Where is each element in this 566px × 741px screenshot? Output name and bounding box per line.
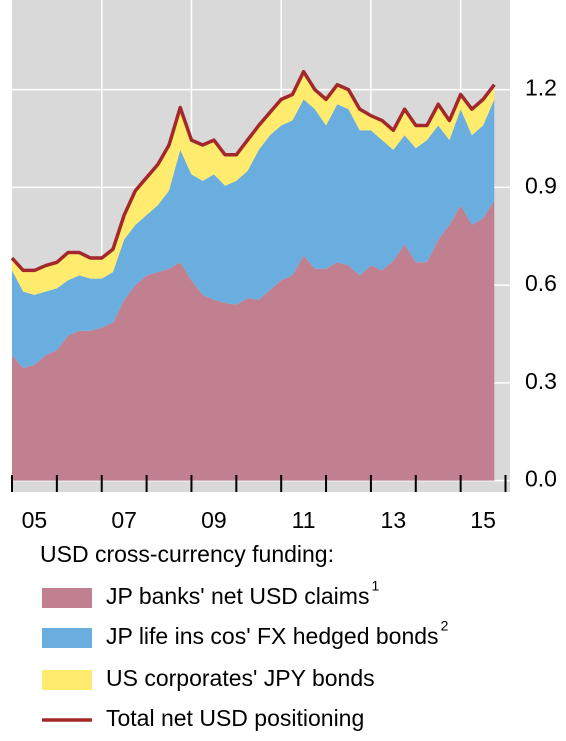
line [10, 69, 496, 273]
area [12, 200, 495, 481]
x-tick-label: 07 [111, 507, 137, 533]
x-tick-label: 11 [292, 507, 316, 533]
legend-label: Total net USD positioning [106, 705, 364, 731]
x-tick-label: 13 [381, 507, 407, 533]
legend-swatch [42, 670, 92, 690]
legend-title: USD cross-currency funding: [40, 541, 334, 567]
x-tick-label: 09 [201, 507, 227, 533]
y-tick-label: 0.6 [525, 270, 557, 296]
legend-label: JP life ins cos' FX hedged bonds [106, 623, 439, 649]
y-tick-label: 0.0 [525, 466, 557, 492]
legend-label: US corporates' JPY bonds [106, 665, 375, 691]
legend-swatch [42, 588, 92, 608]
legend-label: JP banks' net USD claims [106, 583, 369, 609]
area [12, 99, 495, 369]
areas [12, 71, 495, 481]
axes: 0.0 0.3 0.6 0.9 1.2 05 07 09 11 13 15 [11, 75, 557, 533]
legend-footnote: 2 [441, 618, 449, 634]
x-tick-label: 05 [22, 507, 48, 533]
y-tick-label: 0.9 [525, 172, 557, 198]
y-tick-label: 1.2 [525, 75, 557, 101]
area [12, 71, 495, 295]
x-tick-label: 15 [470, 507, 496, 533]
legend-footnote: 1 [371, 578, 379, 594]
y-tick-label: 0.3 [525, 368, 557, 394]
lines [10, 69, 496, 273]
legend-swatch [42, 628, 92, 648]
